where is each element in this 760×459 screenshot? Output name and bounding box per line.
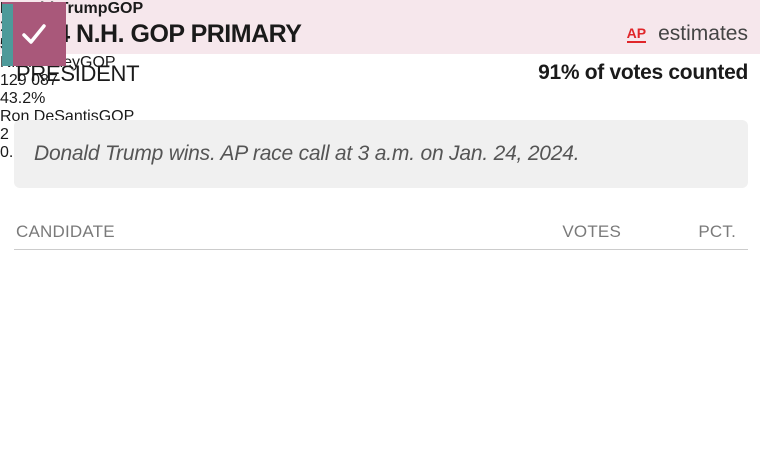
candidate-row: Donald TrumpGOP163 35554.7% — [0, 0, 760, 66]
candidate-name: Donald TrumpGOP — [0, 0, 760, 18]
column-header: VOTES — [562, 222, 621, 241]
party: GOP — [80, 54, 116, 71]
race-call-note: Donald Trump wins. AP race call at 3 a.m… — [34, 142, 580, 165]
race-call-box: Donald Trump wins. AP race call at 3 a.m… — [14, 120, 748, 188]
votes-counted: 91% of votes counted — [538, 61, 748, 84]
source-text: estimates — [658, 22, 748, 45]
party: GOP — [107, 0, 144, 17]
ap-logo: AP — [626, 24, 647, 43]
source: AP estimates — [626, 22, 748, 46]
column-header: PCT. — [698, 222, 736, 241]
votes: 129 087 — [0, 72, 58, 89]
party-color-bar — [2, 4, 13, 66]
header-rule — [14, 249, 748, 250]
column-header: CANDIDATE — [16, 222, 115, 241]
percent: 43.2% — [0, 90, 46, 107]
check-icon — [22, 24, 46, 44]
